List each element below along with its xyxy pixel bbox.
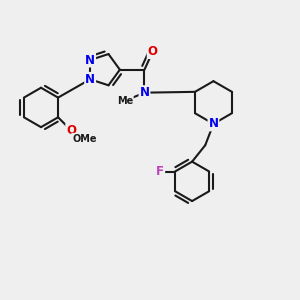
Text: O: O: [148, 45, 158, 58]
Text: N: N: [208, 117, 218, 130]
Text: O: O: [66, 124, 76, 137]
Text: OMe: OMe: [72, 134, 97, 144]
Text: N: N: [140, 86, 149, 99]
Text: Me: Me: [117, 96, 133, 106]
Text: F: F: [156, 165, 164, 178]
Text: N: N: [85, 73, 95, 86]
Text: N: N: [85, 53, 95, 67]
